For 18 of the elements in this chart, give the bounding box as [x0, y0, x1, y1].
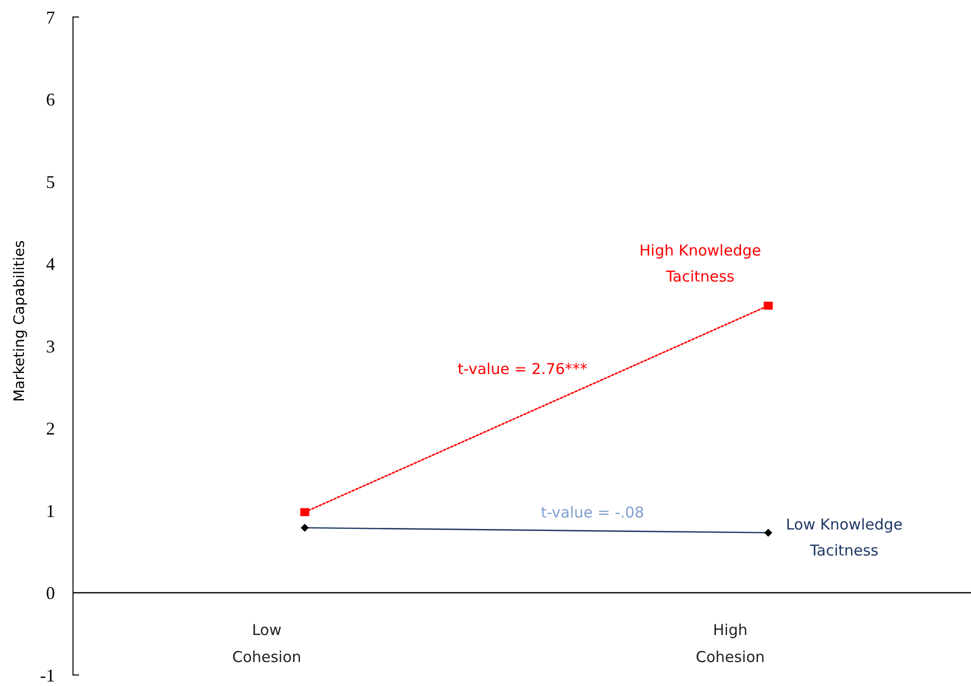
y-tick-label: 3: [46, 336, 55, 356]
x-tick-label: High Cohesion: [696, 620, 765, 666]
series-label: Low Knowledge Tacitness: [786, 516, 903, 560]
series-label: High Knowledge Tacitness: [639, 242, 762, 286]
y-tick-label: -1: [40, 665, 55, 686]
y-tick-label: 6: [46, 90, 55, 110]
annotation: t-value = -.08: [540, 503, 644, 522]
y-tick-label: 7: [46, 7, 55, 28]
point: [764, 302, 773, 310]
y-tick-label: 0: [46, 583, 55, 604]
y-tick-label: 1: [46, 500, 55, 521]
y-tick-label: 4: [46, 254, 55, 274]
point: [300, 508, 310, 516]
y-tick-label: 2: [46, 418, 55, 439]
y-tick-label: 5: [46, 172, 55, 192]
y-axis-title: Marketing Capabilities: [12, 240, 28, 402]
x-tick-label: Low Cohesion: [232, 620, 302, 666]
annotation: t-value = 2.76***: [458, 360, 588, 378]
